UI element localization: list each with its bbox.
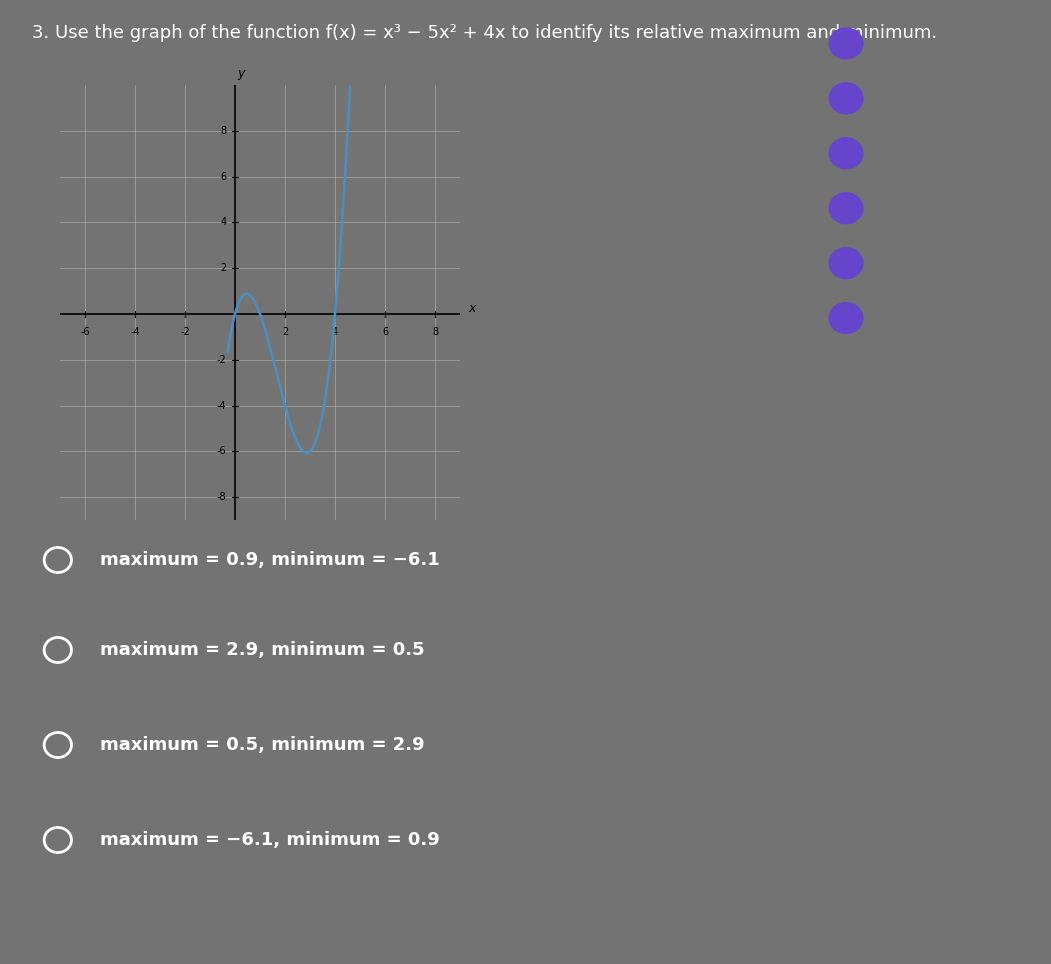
Text: 6: 6 xyxy=(382,327,388,336)
Text: -6: -6 xyxy=(80,327,89,336)
Text: maximum = 0.9, minimum = −6.1: maximum = 0.9, minimum = −6.1 xyxy=(100,551,439,569)
Text: y: y xyxy=(238,67,245,80)
Text: -6: -6 xyxy=(217,446,226,456)
Text: maximum = −6.1, minimum = 0.9: maximum = −6.1, minimum = 0.9 xyxy=(100,831,439,849)
Text: 2: 2 xyxy=(282,327,288,336)
Text: 6: 6 xyxy=(220,172,226,181)
Text: -4: -4 xyxy=(130,327,140,336)
Text: maximum = 2.9, minimum = 0.5: maximum = 2.9, minimum = 0.5 xyxy=(100,641,425,659)
Text: 3. Use the graph of the function f(x) = x³ − 5x² + 4x to identify its relative m: 3. Use the graph of the function f(x) = … xyxy=(32,24,936,42)
Text: 4: 4 xyxy=(332,327,338,336)
Text: -8: -8 xyxy=(217,492,226,502)
Text: -4: -4 xyxy=(217,400,226,411)
Text: maximum = 0.5, minimum = 2.9: maximum = 0.5, minimum = 2.9 xyxy=(100,736,425,754)
Text: -2: -2 xyxy=(217,355,226,364)
Text: 8: 8 xyxy=(432,327,438,336)
Text: 8: 8 xyxy=(220,125,226,136)
Text: -2: -2 xyxy=(180,327,190,336)
Text: x: x xyxy=(469,302,476,314)
Text: 4: 4 xyxy=(220,217,226,228)
Text: 2: 2 xyxy=(220,263,226,273)
